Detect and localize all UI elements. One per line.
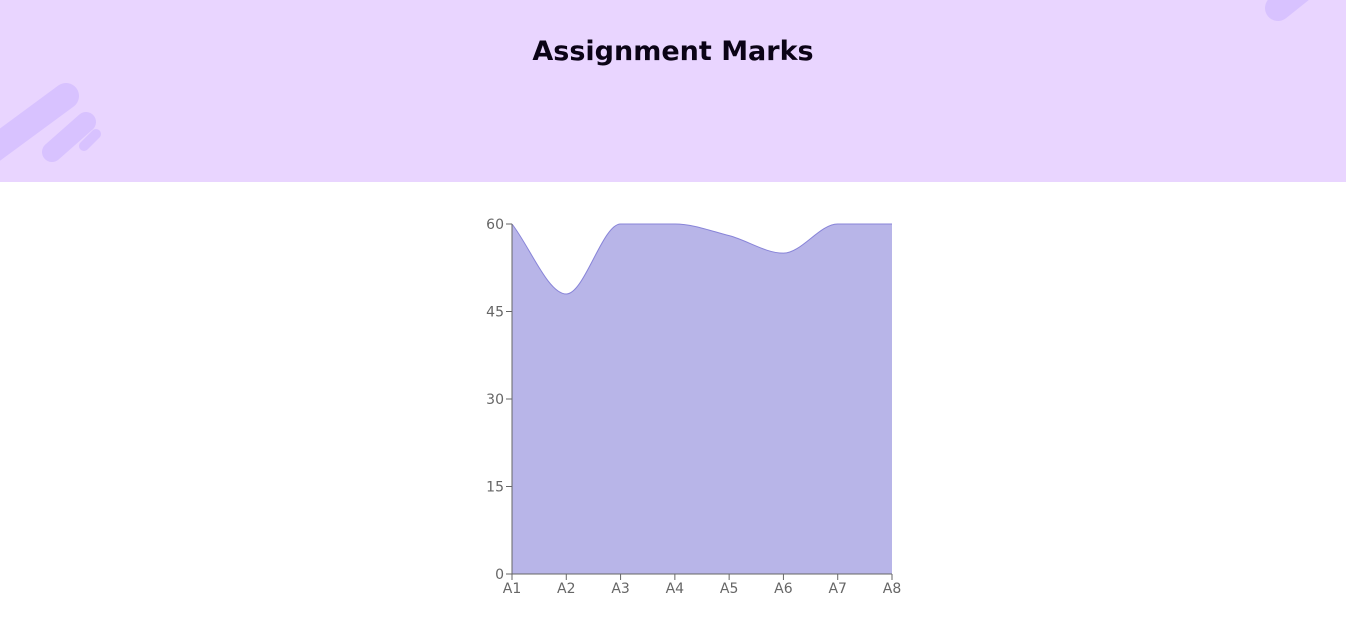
y-tick-label: 45 xyxy=(486,305,504,321)
x-tick-label: A7 xyxy=(828,581,846,597)
x-tick-label: A3 xyxy=(611,581,629,597)
x-tick-label: A1 xyxy=(503,581,521,597)
x-tick-label: A6 xyxy=(774,581,793,597)
area-series-line xyxy=(511,223,892,295)
chart-axes: 0 15 30 45 60 A1 A2 A3 A4 A5 A6 A7 A8 xyxy=(486,217,901,597)
x-tick-label: A4 xyxy=(666,581,685,597)
decorative-corner-stripe-icon xyxy=(1265,0,1309,21)
area-series-fill xyxy=(512,224,892,574)
area-chart: 0 15 30 45 60 A1 A2 A3 A4 A5 A6 A7 A8 xyxy=(486,217,901,597)
header-banner: Assignment Marks xyxy=(0,0,1346,182)
page-title: Assignment Marks xyxy=(532,36,814,67)
y-tick-label: 60 xyxy=(486,217,504,233)
x-tick-label: A8 xyxy=(883,581,901,597)
y-tick-label: 0 xyxy=(495,567,504,583)
x-tick-label: A2 xyxy=(557,581,575,597)
y-tick-label: 15 xyxy=(486,480,504,496)
decorative-stripes-icon xyxy=(0,83,101,162)
y-tick-label: 30 xyxy=(486,392,504,408)
chart-container: 0 15 30 45 60 A1 A2 A3 A4 A5 A6 A7 A8 xyxy=(0,182,1346,622)
x-tick-label: A5 xyxy=(720,581,738,597)
